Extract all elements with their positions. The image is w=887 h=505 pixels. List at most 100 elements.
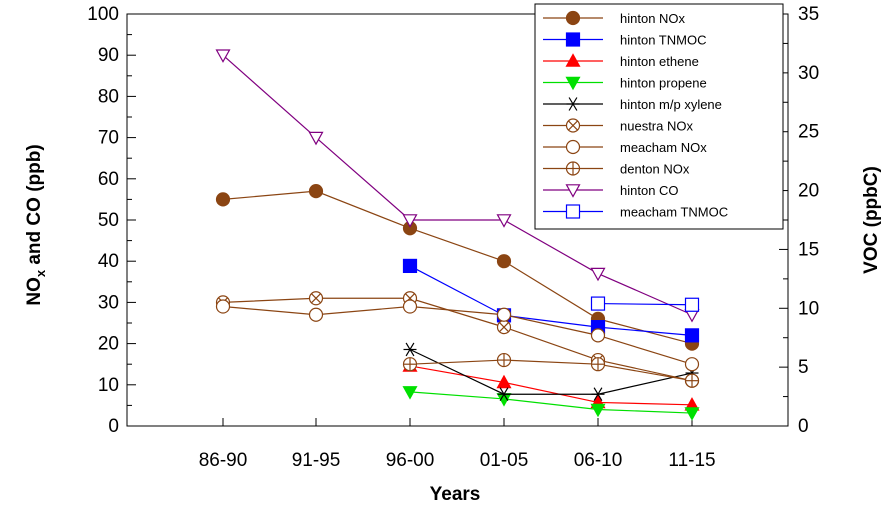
x-tick-label: 06-10 — [574, 450, 623, 471]
marker-triangle-down — [565, 76, 581, 91]
legend-label: nuestra NOx — [620, 119, 693, 134]
marker-triangle-down — [590, 267, 606, 282]
series-line — [222, 305, 693, 365]
marker-circle — [496, 307, 512, 322]
series-hinton-tnmoc — [402, 258, 700, 343]
marker-triangle-down — [308, 131, 324, 146]
x-tick-label: 11-15 — [668, 450, 715, 471]
series-denton-nox — [402, 352, 700, 388]
marker-square — [402, 258, 418, 274]
right-y-tick-label: 0 — [798, 416, 809, 437]
marker-circle — [684, 357, 700, 372]
right-y-tick-label: 15 — [798, 239, 819, 260]
left-y-tick-label: 40 — [98, 251, 119, 272]
right-y-tick-label: 20 — [798, 181, 819, 202]
left-y-tick-label: 50 — [98, 210, 119, 231]
marker-circle — [496, 254, 512, 269]
legend-item: nuestra NOx — [543, 118, 693, 134]
marker-star-stroke — [405, 342, 415, 357]
marker-triangle-down — [590, 403, 606, 418]
legend-label: denton NOx — [620, 162, 690, 177]
x-axis-title: Years — [430, 484, 481, 505]
legend-item: hinton NOx — [543, 10, 686, 26]
marker-circle-x-stroke — [568, 120, 578, 131]
left-y-tick-label: 0 — [108, 416, 119, 437]
marker-square — [684, 297, 700, 312]
series-hinton-propene — [402, 386, 700, 421]
left-y-title-main: NO — [24, 277, 45, 306]
series-line — [409, 359, 693, 382]
series-line — [222, 190, 693, 345]
legend: hinton NOx hinton TNMOC hinton ethene hinto… — [534, 3, 784, 230]
marker-triangle-down — [402, 386, 418, 400]
marker-circle-x-stroke — [499, 322, 509, 333]
x-tick-label: 96-00 — [386, 450, 435, 471]
series-line — [409, 391, 693, 414]
marker-circle — [215, 192, 231, 207]
x-tick-label: 01-05 — [480, 450, 529, 471]
legend-label: meacham TNMOC — [620, 205, 728, 220]
series-meacham-nox — [215, 299, 700, 372]
legend-item: hinton TNMOC — [543, 32, 706, 48]
right-y-tick-label: 35 — [798, 4, 819, 25]
left-y-tick-label: 80 — [98, 86, 119, 107]
marker-triangle-down — [402, 214, 418, 228]
x-tick-label: 86-90 — [199, 450, 248, 471]
legend-label: hinton NOx — [620, 11, 686, 26]
left-y-tick-label: 20 — [98, 334, 119, 355]
marker-square — [590, 296, 606, 311]
legend-item: hinton ethene — [543, 53, 699, 69]
marker-triangle-down — [684, 407, 700, 421]
left-y-tick-label: 90 — [98, 45, 119, 66]
marker-star-stroke — [568, 97, 578, 111]
legend-item: meacham NOx — [543, 139, 707, 155]
marker-triangle-up — [496, 374, 512, 389]
x-tick-label: 91-95 — [292, 450, 341, 471]
marker-circle-x-stroke — [311, 293, 321, 304]
legend-item: meacham TNMOC — [543, 204, 728, 220]
left-y-tick-label: 60 — [98, 169, 119, 190]
series-line — [409, 265, 693, 336]
marker-triangle-down — [215, 49, 231, 63]
series-layer — [215, 49, 700, 421]
left-y-tick-label: 70 — [98, 128, 119, 149]
series-hinton-co — [215, 49, 700, 323]
left-y-tick-label: 10 — [98, 375, 119, 396]
left-y-tick-label: 30 — [98, 292, 119, 313]
marker-circle — [215, 299, 231, 314]
legend-item: denton NOx — [543, 161, 690, 177]
marker-triangle-up — [565, 53, 581, 67]
series-line — [222, 54, 693, 316]
legend-label: hinton ethene — [620, 54, 699, 69]
legend-item: hinton CO — [543, 183, 679, 198]
legend-label: hinton TNMOC — [620, 33, 706, 48]
marker-triangle-down — [496, 214, 512, 228]
marker-square — [565, 32, 581, 47]
marker-square — [684, 328, 700, 343]
legend-item: hinton m/p xylene — [543, 97, 722, 112]
marker-circle — [590, 328, 606, 343]
marker-circle — [308, 184, 324, 199]
legend-label: hinton m/p xylene — [620, 97, 722, 112]
legend-label: hinton CO — [620, 183, 679, 198]
series-line — [597, 302, 693, 306]
legend-label: meacham NOx — [620, 140, 707, 155]
right-y-tick-label: 25 — [798, 122, 819, 143]
right-y-tick-label: 10 — [798, 298, 819, 319]
left-y-title-rest: and CO (ppb) — [24, 144, 45, 270]
marker-triangle-down — [565, 184, 581, 198]
marker-star-stroke — [499, 387, 509, 402]
marker-circle — [565, 10, 581, 26]
axes: 0 10 20 30 40 50 60 70 80 90 100 0 5 10 15 20 25 30 35 86-9… — [87, 4, 819, 471]
marker-circle — [565, 139, 581, 155]
right-y-tick-label: 30 — [798, 63, 819, 84]
marker-square — [565, 204, 581, 219]
marker-star-stroke — [593, 387, 603, 402]
marker-circle — [402, 299, 418, 314]
series-line — [222, 297, 693, 382]
series-meacham-tnmoc — [590, 296, 700, 312]
series-line — [409, 365, 693, 406]
marker-circle — [308, 307, 324, 322]
legend-label: hinton propene — [620, 76, 707, 91]
